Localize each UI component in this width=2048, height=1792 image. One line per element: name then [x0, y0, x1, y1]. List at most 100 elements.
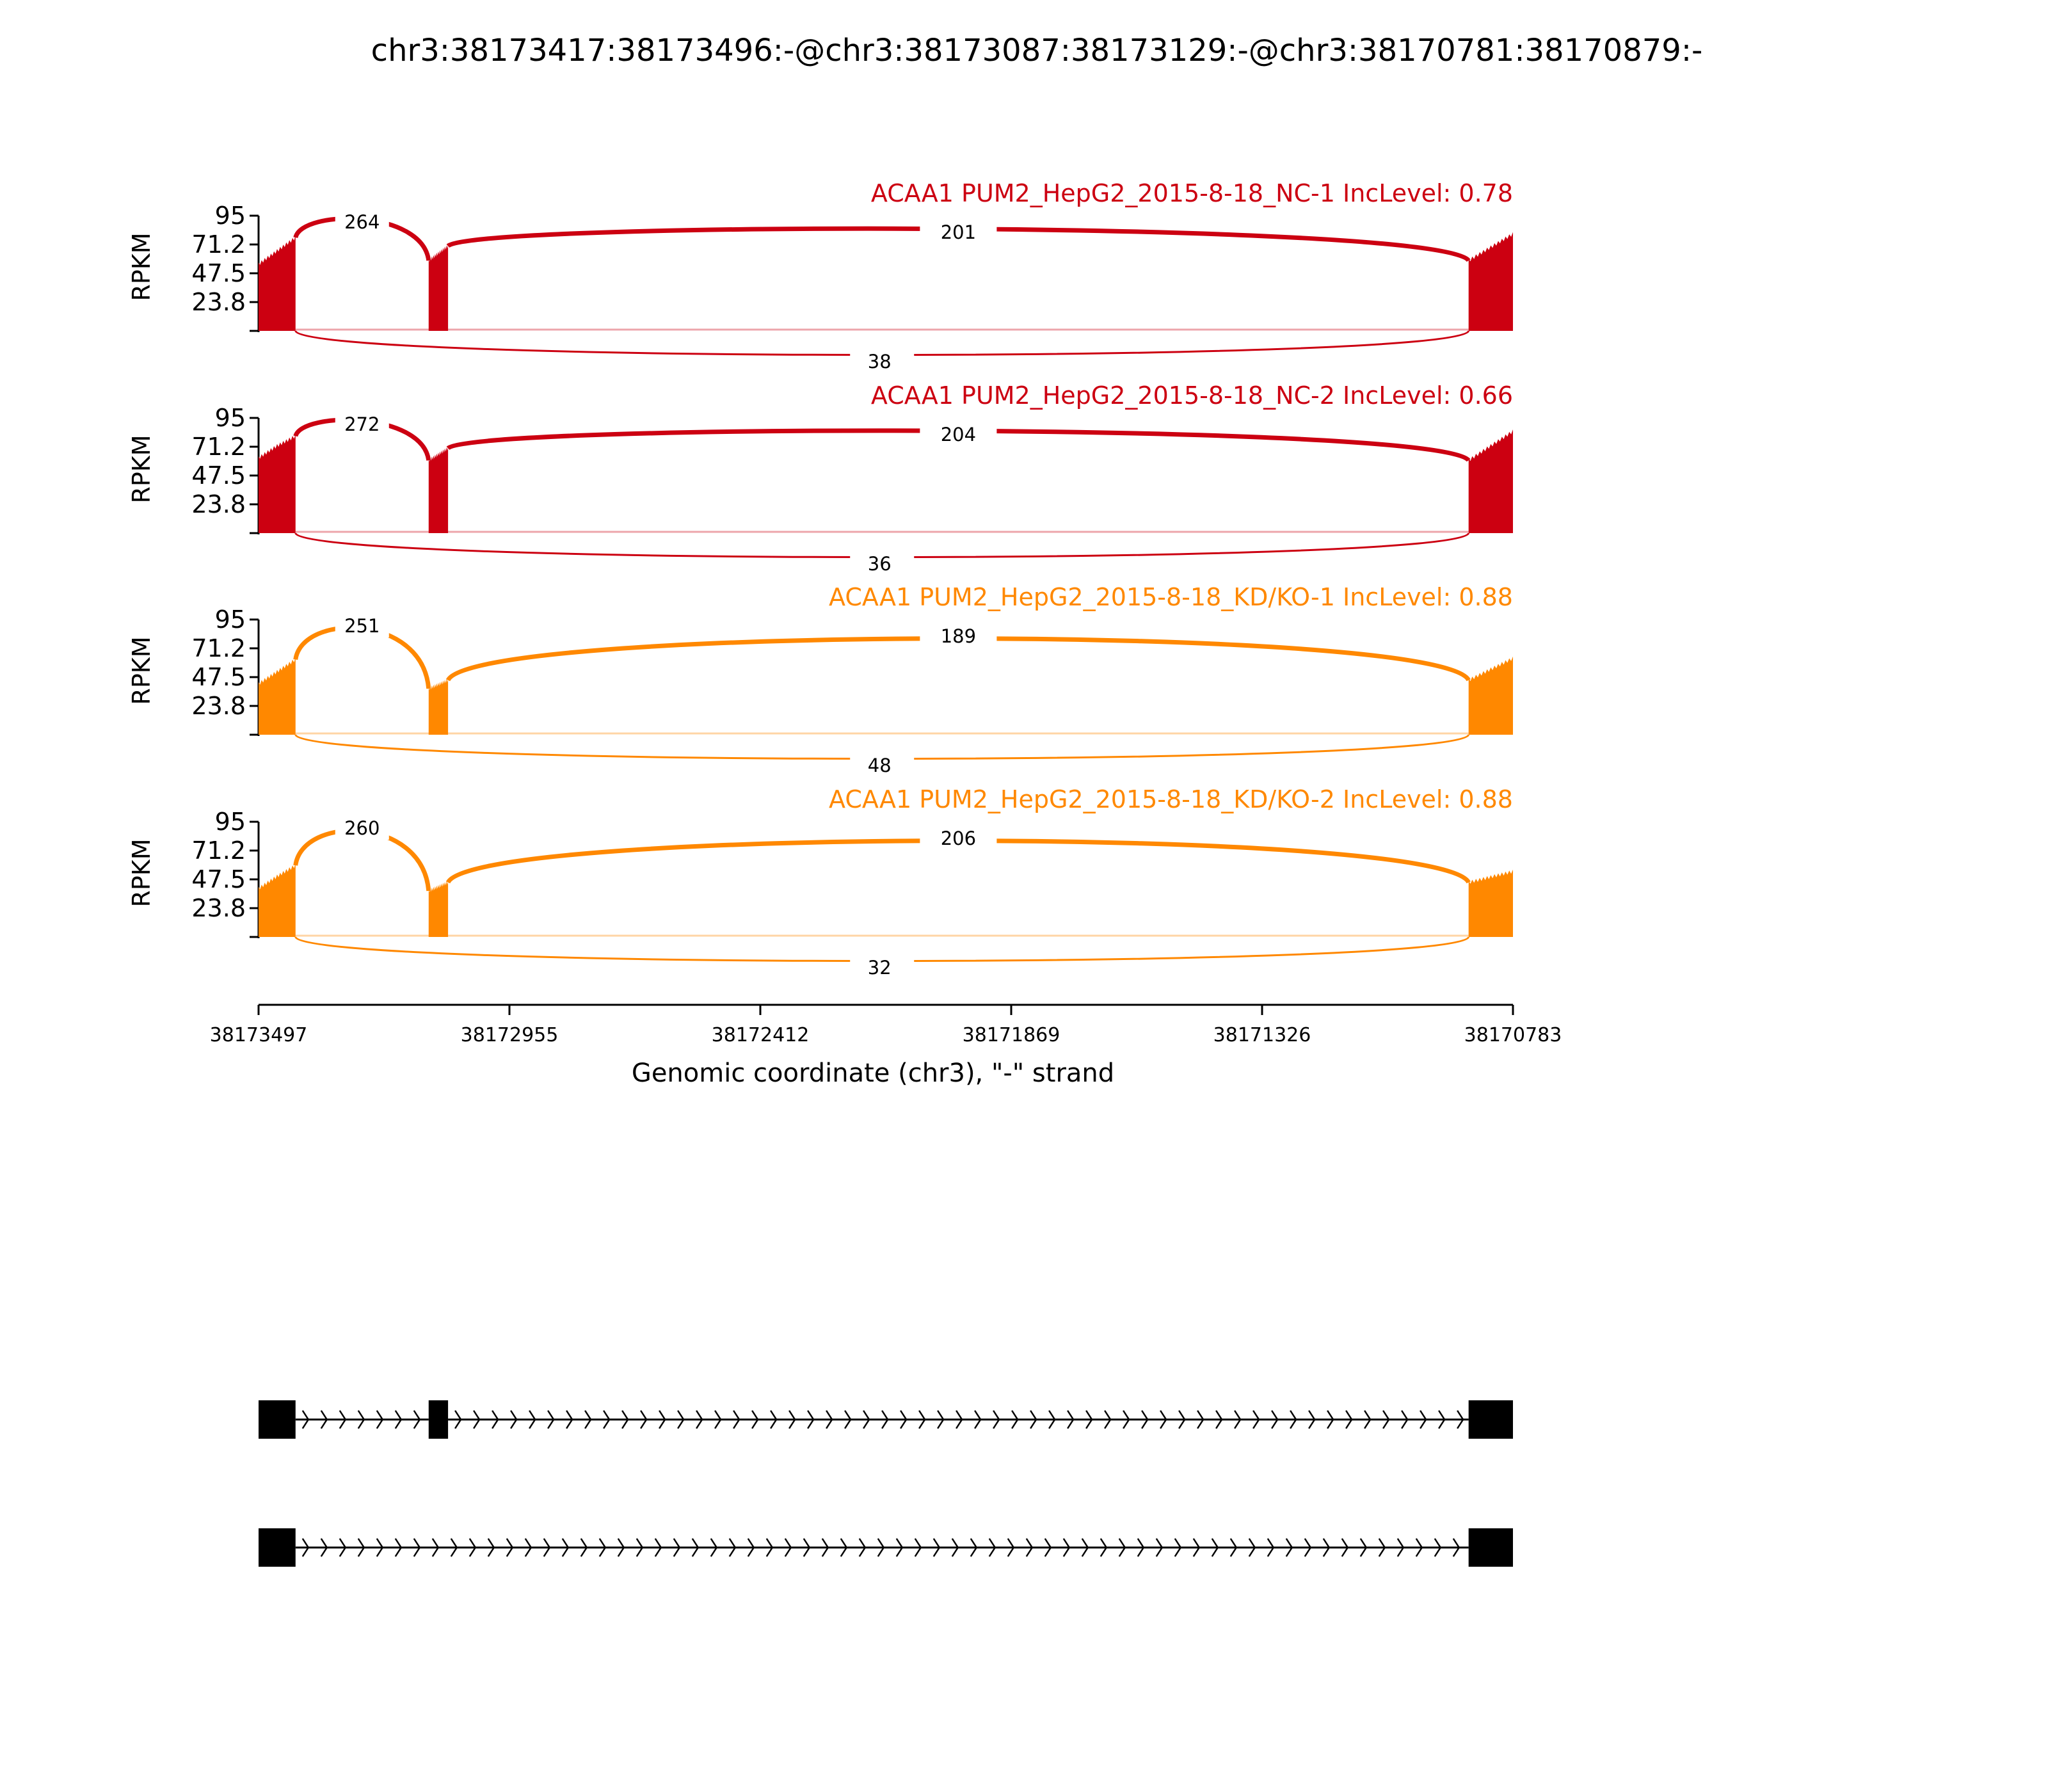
strand-chevron: [1290, 1410, 1297, 1429]
strand-chevron: [1062, 1538, 1071, 1557]
strand-chevron: [621, 1410, 629, 1429]
exon-coverage-1: [259, 863, 296, 937]
strand-chevron: [1104, 1410, 1112, 1429]
track-title: ACAA1 PUM2_HepG2_2015-8-18_KD/KO-2 IncLe…: [829, 785, 1513, 813]
x-axis-label: Genomic coordinate (chr3), "-" strand: [632, 1059, 1114, 1088]
strand-chevron: [988, 1538, 996, 1557]
strand-chevron: [844, 1410, 852, 1429]
x-axis: 38173497 38172955 38172412 38171869 38171326…: [210, 1004, 1562, 1088]
strand-chevron: [728, 1538, 737, 1557]
junction-label-bg: [920, 826, 997, 847]
strand-chevron: [840, 1538, 848, 1557]
junction-count-skip: 38: [868, 351, 892, 372]
strand-chevron: [714, 1410, 722, 1429]
exon-coverage-2: [428, 678, 449, 735]
junction-count-exon2-exon3: 204: [941, 424, 976, 445]
track-title: ACAA1 PUM2_HepG2_2015-8-18_NC-1 IncLevel…: [871, 179, 1513, 207]
strand-chevron: [376, 1538, 384, 1557]
y-tick-label: 95: [215, 202, 246, 230]
junction-count-exon2-exon3: 201: [941, 221, 976, 243]
y-tick-label: 71.2: [191, 836, 246, 865]
x-tick-label: 38171326: [1213, 1024, 1311, 1046]
strand-chevron: [1192, 1538, 1201, 1557]
strand-chevron: [1438, 1410, 1446, 1429]
strand-chevron: [1378, 1538, 1386, 1557]
y-tick-label: 23.8: [191, 490, 246, 518]
strand-chevron: [970, 1538, 978, 1557]
strand-chevron: [914, 1538, 922, 1557]
y-tick-label: 47.5: [191, 461, 246, 490]
strand-chevron: [1267, 1538, 1275, 1557]
junction-label-bg: [850, 750, 915, 776]
strand-chevron: [803, 1538, 811, 1557]
strand-chevron: [394, 1538, 403, 1557]
exon-block-3: [1468, 1400, 1513, 1439]
strand-chevron: [788, 1410, 796, 1429]
strand-chevron: [394, 1410, 403, 1429]
strand-chevron: [1308, 1410, 1316, 1429]
y-tick-label: 95: [215, 404, 246, 432]
strand-chevron: [877, 1538, 885, 1557]
exon-coverage-2: [428, 244, 449, 331]
strand-chevron: [1178, 1410, 1186, 1429]
strand-chevron: [1248, 1538, 1256, 1557]
strand-chevron: [603, 1410, 611, 1429]
strand-chevron: [584, 1410, 592, 1429]
strand-chevron: [751, 1410, 759, 1429]
strand-chevron: [747, 1538, 755, 1557]
strand-chevron: [1457, 1410, 1464, 1429]
exon-coverage-1: [259, 236, 296, 331]
isoform-structures: [259, 1400, 1513, 1567]
strand-chevron: [1271, 1410, 1279, 1429]
strand-chevron: [431, 1538, 440, 1557]
strand-chevron: [1322, 1538, 1331, 1557]
strand-chevron: [1174, 1538, 1182, 1557]
exon-coverage-3: [1468, 429, 1513, 533]
strand-chevron: [1415, 1538, 1423, 1557]
strand-chevron: [547, 1410, 555, 1429]
strand-chevron: [1401, 1410, 1409, 1429]
strand-chevron: [413, 1410, 421, 1429]
junction-count-exon2-exon3: 206: [941, 828, 976, 849]
junction-label-bg: [335, 616, 389, 637]
junction-count-exon1-exon2: 251: [344, 615, 380, 637]
strand-chevron: [468, 1538, 477, 1557]
exon-block-1: [259, 1400, 296, 1439]
strand-chevron: [765, 1538, 774, 1557]
strand-chevron: [918, 1410, 926, 1429]
y-tick-label: 23.8: [191, 894, 246, 922]
y-axis-label: RPKM: [127, 636, 156, 705]
strand-chevron: [1211, 1538, 1219, 1557]
strand-chevron: [636, 1538, 644, 1557]
junction-label-bg: [920, 422, 997, 444]
strand-chevron: [450, 1538, 458, 1557]
strand-chevron: [1396, 1538, 1405, 1557]
strand-chevron: [1345, 1410, 1353, 1429]
strand-chevron: [1359, 1538, 1368, 1557]
strand-chevron: [733, 1410, 740, 1429]
x-tick-label: 38172412: [712, 1024, 810, 1046]
junction-count-exon1-exon2: 272: [344, 413, 380, 435]
strand-chevron: [320, 1538, 328, 1557]
strand-chevron: [506, 1538, 514, 1557]
strand-chevron: [617, 1538, 625, 1557]
exon-coverage-1: [259, 434, 296, 533]
strand-chevron: [895, 1538, 904, 1557]
strand-chevron: [1007, 1538, 1015, 1557]
strand-chevron: [956, 1410, 963, 1429]
track-title: ACAA1 PUM2_HepG2_2015-8-18_KD/KO-1 IncLe…: [829, 583, 1513, 611]
junction-count-exon2-exon3: 189: [941, 625, 976, 647]
exon-coverage-3: [1468, 656, 1513, 735]
strand-chevron: [1252, 1410, 1260, 1429]
strand-chevron: [881, 1410, 889, 1429]
y-tick-label: 71.2: [191, 634, 246, 662]
strand-chevron: [1234, 1410, 1242, 1429]
strand-chevron: [339, 1410, 347, 1429]
track-title: ACAA1 PUM2_HepG2_2015-8-18_NC-2 IncLevel…: [871, 381, 1513, 410]
strand-chevron: [770, 1410, 778, 1429]
y-axis-label: RPKM: [127, 232, 156, 301]
